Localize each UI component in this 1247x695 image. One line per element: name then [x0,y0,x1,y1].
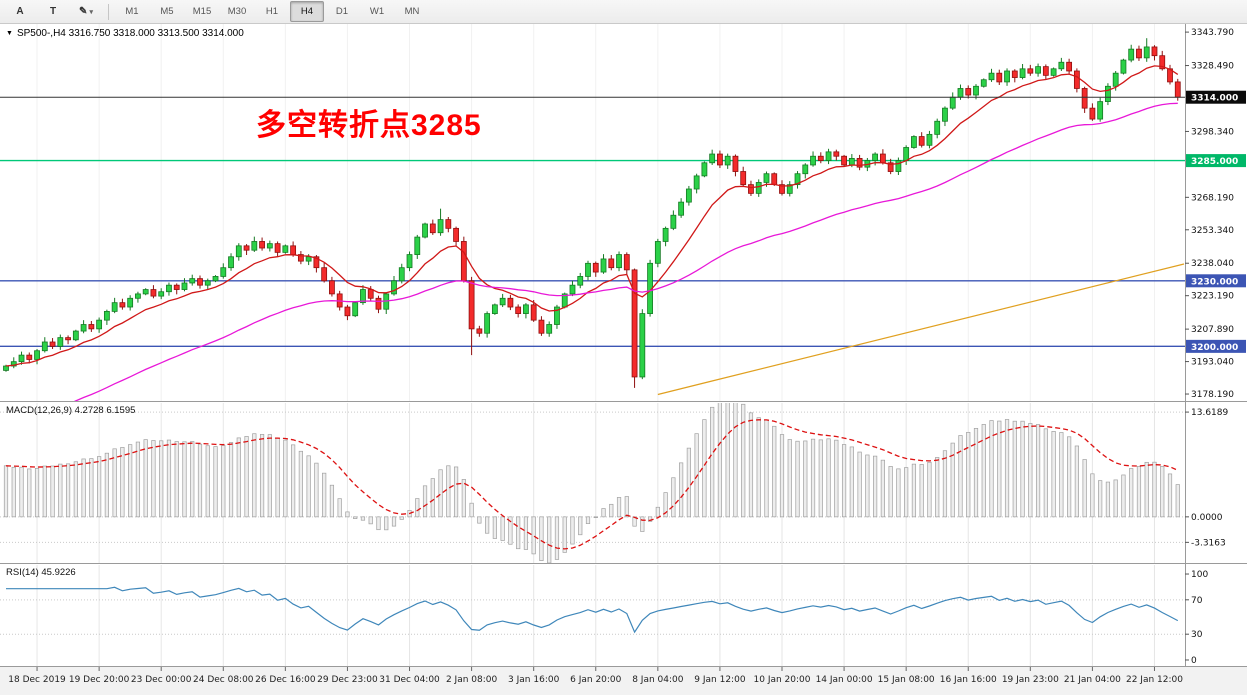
svg-text:3285.000: 3285.000 [1191,157,1238,167]
symbol-ohlc-title: ▼ SP500-,H4 3316.750 3318.000 3313.500 3… [6,28,244,39]
chevron-down-icon: ▾ [89,8,93,16]
annotation-letter-tool-button[interactable]: A [16,6,24,17]
svg-text:8 Jan 04:00: 8 Jan 04:00 [632,675,684,685]
svg-text:13.6189: 13.6189 [1191,408,1228,418]
toolbar: A T ✎ ▾ M1 M5 M15 M30 H1 H4 D1 W1 MN [0,0,1247,24]
svg-text:3328.490: 3328.490 [1191,62,1234,72]
svg-text:3 Jan 16:00: 3 Jan 16:00 [508,675,560,685]
time-axis-labels: 18 Dec 2019 19 Dec 20:00 23 Dec 00:00 24 De… [8,667,1183,685]
timeframe-h1-button[interactable]: H1 [265,6,279,17]
timeframe-m15-button[interactable]: M15 [192,6,212,17]
time-axis-strip [0,667,1247,695]
svg-text:21 Jan 04:00: 21 Jan 04:00 [1064,675,1121,685]
svg-text:19 Jan 23:00: 19 Jan 23:00 [1002,675,1059,685]
svg-text:3343.790: 3343.790 [1191,28,1234,38]
svg-text:3238.040: 3238.040 [1191,259,1234,269]
svg-text:14 Jan 00:00: 14 Jan 00:00 [816,675,873,685]
vertical-gridlines [36,24,1155,666]
svg-text:3298.340: 3298.340 [1191,127,1234,137]
svg-text:19 Dec 20:00: 19 Dec 20:00 [69,675,130,685]
svg-text:15 Jan 08:00: 15 Jan 08:00 [878,675,935,685]
svg-text:3200.000: 3200.000 [1191,343,1238,353]
chart-background [0,24,1247,695]
macd-signal-line [5,419,1179,550]
svg-text:3230.000: 3230.000 [1191,277,1238,287]
svg-text:30: 30 [1191,630,1203,640]
svg-text:2 Jan 08:00: 2 Jan 08:00 [446,675,498,685]
svg-text:0.0000: 0.0000 [1191,513,1223,523]
svg-text:3178.190: 3178.190 [1191,390,1234,400]
svg-text:16 Jan 16:00: 16 Jan 16:00 [940,675,997,685]
svg-text:3314.000: 3314.000 [1191,94,1238,104]
svg-text:9 Jan 12:00: 9 Jan 12:00 [694,675,746,685]
trendline[interactable] [657,263,1185,396]
collapse-quote-arrow-icon[interactable]: ▼ [6,30,13,37]
timeframe-h4-button[interactable]: H4 [290,1,324,22]
macd-histogram [3,403,1180,563]
svg-text:70: 70 [1191,596,1203,606]
svg-text:3223.190: 3223.190 [1191,292,1234,302]
chart-region: 3343.790 3328.490 3298.340 3268.190 3253.340… [0,24,1247,695]
svg-text:23 Dec 00:00: 23 Dec 00:00 [131,675,192,685]
toolbar-separator [108,3,109,20]
price-badge-3285.000: 3285.000 [1186,154,1246,168]
price-badge-3230.000: 3230.000 [1186,274,1246,288]
text-tool-button[interactable]: T [49,6,57,17]
timeframe-w1-button[interactable]: W1 [369,6,385,17]
price-badge-3314.000: 3314.000 [1186,90,1246,104]
timeframe-d1-button[interactable]: D1 [335,6,349,17]
svg-text:29 Dec 23:00: 29 Dec 23:00 [317,675,378,685]
svg-text:3207.890: 3207.890 [1191,325,1234,335]
svg-text:6 Jan 20:00: 6 Jan 20:00 [570,675,622,685]
svg-text:18 Dec 2019: 18 Dec 2019 [8,675,66,685]
svg-text:26 Dec 16:00: 26 Dec 16:00 [255,675,316,685]
price-badge-3200.000: 3200.000 [1186,339,1246,353]
timeframe-m5-button[interactable]: M5 [160,6,174,17]
svg-text:10 Jan 20:00: 10 Jan 20:00 [754,675,811,685]
objects-dropdown-button[interactable]: ✎ ▾ [79,6,93,17]
ma-fast-line[interactable] [5,65,1179,367]
chart-text-annotation[interactable]: 多空转折点3285 [256,109,482,142]
indicator-axis-labels: 13.6189 0.0000 -3.3163 100 70 30 0 [1185,408,1228,666]
svg-text:3268.190: 3268.190 [1191,193,1234,203]
timeframe-m1-button[interactable]: M1 [125,6,139,17]
timeframe-mn-button[interactable]: MN [404,6,420,17]
svg-text:-3.3163: -3.3163 [1191,538,1226,548]
macd-indicator-label: MACD(12,26,9) 4.2728 6.1595 [6,405,136,416]
timeframe-m30-button[interactable]: M30 [227,6,247,17]
svg-text:3193.040: 3193.040 [1191,358,1234,368]
rsi-line [6,586,1179,634]
svg-text:22 Jan 12:00: 22 Jan 12:00 [1126,675,1183,685]
price-chart-canvas[interactable]: 3343.790 3328.490 3298.340 3268.190 3253.340… [0,24,1247,695]
svg-text:3253.340: 3253.340 [1191,226,1234,236]
svg-text:24 Dec 08:00: 24 Dec 08:00 [193,675,254,685]
rsi-indicator-label: RSI(14) 45.9226 [6,567,76,578]
price-axis-labels: 3343.790 3328.490 3298.340 3268.190 3253.340… [1185,28,1246,400]
svg-text:0: 0 [1191,656,1197,666]
candles-layer [3,38,1181,388]
ma-slow-line[interactable] [6,102,1178,428]
svg-text:100: 100 [1191,570,1208,580]
svg-text:31 Dec 04:00: 31 Dec 04:00 [379,675,440,685]
symbol-ohlc-text: SP500-,H4 3316.750 3318.000 3313.500 331… [16,28,244,39]
